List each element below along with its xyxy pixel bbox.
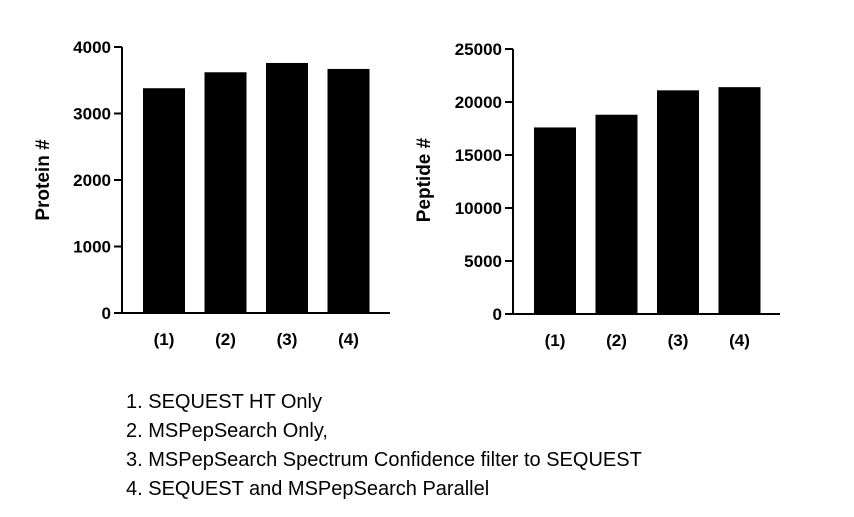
y-tick-label: 15000 [455, 146, 502, 165]
y-tick-label: 5000 [464, 252, 502, 271]
x-tick-label: (3) [277, 330, 298, 349]
bar-3 [266, 62, 308, 314]
bar-2 [204, 72, 247, 314]
bar-1 [143, 88, 185, 313]
y-tick-label: 1000 [73, 238, 111, 257]
y-tick-label: 4000 [73, 38, 111, 57]
method-legend: 1. SEQUEST HT Only 2. MSPepSearch Only, … [126, 388, 642, 504]
y-tick-label: 25000 [455, 40, 502, 59]
protein-count-chart: 0 1000 2000 3000 4000 (1) (2) (3) (4) Protein # [33, 38, 390, 349]
x-tick-label: (4) [729, 331, 750, 350]
y-tick-label: 10000 [455, 199, 502, 218]
x-tick-label: (2) [606, 331, 627, 350]
x-tick-label: (1) [154, 330, 175, 349]
x-tick-label: (4) [338, 330, 359, 349]
y-tick-label: 3000 [73, 105, 111, 124]
y-tick-label: 20000 [455, 93, 502, 112]
y-axis-title: Peptide # [414, 137, 435, 222]
bar-1 [534, 127, 576, 314]
y-tick-label: 0 [102, 304, 111, 323]
bar-2 [595, 114, 638, 314]
legend-item-3: 3. MSPepSearch Spectrum Confidence filte… [126, 449, 642, 471]
peptide-count-chart: 0 5000 10000 15000 20000 25000 (1) (2) (3) (4) Pep… [414, 40, 780, 350]
bar-4 [718, 87, 761, 314]
y-tick-label: 2000 [73, 171, 111, 190]
legend-item-2: 2. MSPepSearch Only, [126, 420, 328, 442]
x-tick-label: (2) [215, 330, 236, 349]
bar-3 [657, 90, 699, 314]
y-tick-label: 0 [493, 305, 502, 324]
legend-item-4: 4. SEQUEST and MSPepSearch Parallel [126, 478, 490, 500]
x-tick-label: (1) [545, 331, 566, 350]
x-tick-label: (3) [668, 331, 689, 350]
bar-4 [327, 68, 370, 313]
legend-item-1: 1. SEQUEST HT Only [126, 391, 322, 413]
y-axis-title: Protein # [33, 139, 54, 221]
charts-area: 0 1000 2000 3000 4000 (1) (2) (3) (4) Protein # 0… [33, 38, 780, 350]
